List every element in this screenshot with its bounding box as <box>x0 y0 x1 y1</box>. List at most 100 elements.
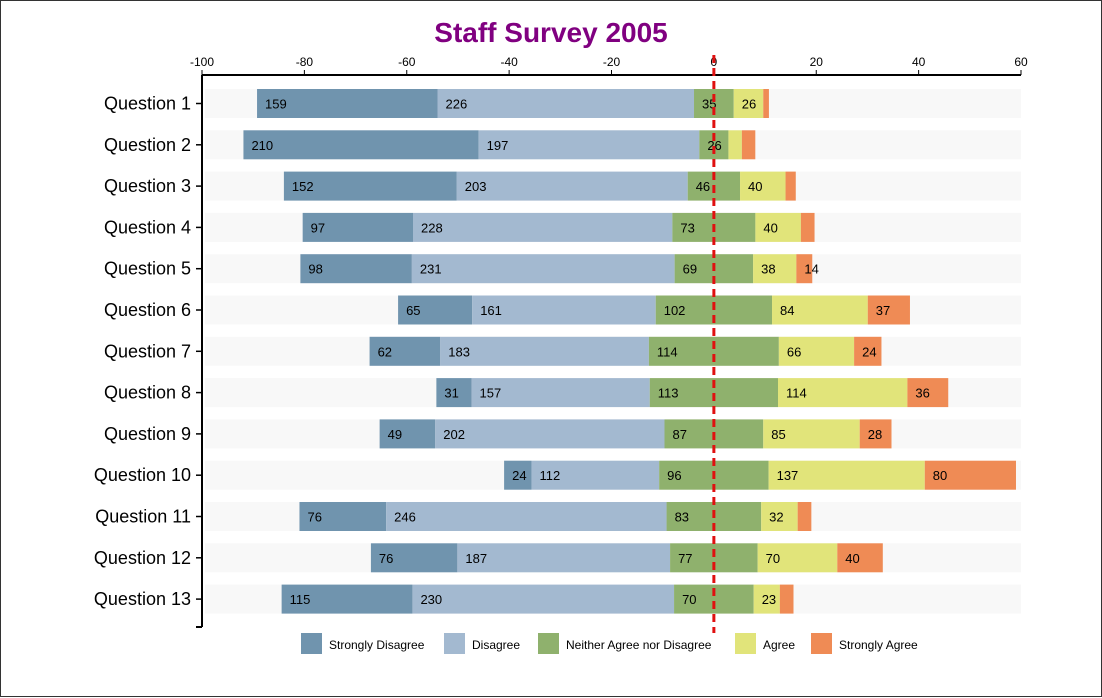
bar-value-label: 65 <box>406 303 420 318</box>
bar-segment <box>257 89 438 118</box>
bar-segment <box>281 584 413 614</box>
bar-segment <box>778 378 908 408</box>
category-label: Question 12 <box>94 548 191 568</box>
bar-value-label: 31 <box>444 386 458 401</box>
legend-swatch <box>811 633 832 654</box>
bar-value-label: 203 <box>465 179 487 194</box>
bar-segment <box>370 543 458 573</box>
bar-segment <box>471 378 650 408</box>
bar-value-label: 40 <box>748 179 762 194</box>
category-label: Question 10 <box>94 465 191 485</box>
bar-segment <box>457 543 671 573</box>
bar-value-label: 40 <box>845 551 859 566</box>
bar-segment <box>300 254 412 284</box>
category-label: Question 11 <box>95 507 191 527</box>
bar-value-label: 70 <box>682 592 696 607</box>
category-label: Question 1 <box>104 94 191 114</box>
bar-value-label: 28 <box>868 427 882 442</box>
bar-segment <box>243 130 479 160</box>
bar-value-label: 113 <box>658 386 679 401</box>
bar-value-label: 37 <box>876 303 890 318</box>
x-tick-label: -80 <box>296 55 314 69</box>
bar-value-label: 114 <box>786 386 807 401</box>
bar-value-label: 102 <box>664 303 686 318</box>
x-tick-label: -40 <box>500 55 518 69</box>
bar-segment <box>763 89 769 118</box>
bar-segment <box>753 254 797 284</box>
bar-value-label: 69 <box>683 262 697 277</box>
bar-value-label: 84 <box>780 303 794 318</box>
y-axis: Question 1 Question 2 Question 3 Question 4… <box>94 75 203 628</box>
bar-value-label: 26 <box>707 138 721 153</box>
bar-value-label: 87 <box>673 427 687 442</box>
bar-value-label: 98 <box>308 262 322 277</box>
bar-value-label: 202 <box>443 427 465 442</box>
x-tick-label: 20 <box>810 55 824 69</box>
legend-label: Strongly Disagree <box>329 638 425 652</box>
bar-segment <box>504 460 532 490</box>
legend-label: Neither Agree nor Disagree <box>566 638 712 652</box>
bar-value-label: 230 <box>420 592 442 607</box>
x-tick-label: 60 <box>1014 55 1028 69</box>
legend-swatch <box>735 633 756 654</box>
bar-value-label: 24 <box>512 468 526 483</box>
bar-segment <box>299 502 387 531</box>
bar-value-label: 36 <box>915 386 929 401</box>
bar-value-label: 62 <box>378 344 392 359</box>
bar-segment <box>436 378 472 408</box>
bar-segment <box>302 212 414 242</box>
bar-value-label: 231 <box>420 262 442 277</box>
category-label: Question 9 <box>104 424 191 444</box>
bar-value-label: 210 <box>251 138 273 153</box>
x-tick-label: -100 <box>190 55 214 69</box>
bar-value-label: 161 <box>480 303 502 318</box>
category-label: Question 7 <box>104 341 191 361</box>
bar-segment <box>740 171 786 201</box>
bar-value-label: 114 <box>657 344 678 359</box>
bar-segment <box>867 295 910 325</box>
bar-segment <box>437 89 695 118</box>
bars <box>243 89 1016 614</box>
bar-value-label: 187 <box>465 551 487 566</box>
legend-swatch <box>538 633 559 654</box>
legend-swatch <box>301 633 322 654</box>
bar-value-label: 85 <box>771 427 785 442</box>
bar-value-label: 157 <box>480 386 502 401</box>
bar-segment <box>411 254 675 284</box>
bar-segment <box>785 171 796 201</box>
bar-segment <box>753 584 780 614</box>
category-label: Question 2 <box>104 135 191 155</box>
bar-segment <box>779 584 794 614</box>
category-label: Question 8 <box>104 383 191 403</box>
x-tick-label: -60 <box>398 55 416 69</box>
bar-value-label: 83 <box>675 510 689 525</box>
bar-segment <box>386 502 667 531</box>
bar-value-label: 70 <box>766 551 780 566</box>
bar-segment <box>435 419 665 449</box>
bar-segment <box>741 130 756 160</box>
bar-segment <box>763 419 860 449</box>
bar-segment <box>907 378 949 408</box>
bar-segment <box>472 295 656 325</box>
bar-value-label: 197 <box>487 138 509 153</box>
bar-value-label: 38 <box>761 262 775 277</box>
bar-value-label: 26 <box>742 97 756 112</box>
bar-value-label: 32 <box>769 510 783 525</box>
legend-label: Disagree <box>472 638 520 652</box>
bar-segment <box>369 336 441 366</box>
bar-segment <box>924 460 1016 490</box>
bar-value-label: 115 <box>290 592 311 607</box>
bar-value-label: 66 <box>787 344 801 359</box>
bar-segment <box>379 419 436 449</box>
bar-segment <box>456 171 688 201</box>
bar-value-label: 159 <box>265 97 287 112</box>
bar-segment <box>768 460 925 490</box>
bar-value-label: 49 <box>388 427 402 442</box>
bar-segment <box>837 543 883 573</box>
bar-value-label: 76 <box>307 510 321 525</box>
bar-segment <box>757 543 838 573</box>
legend-label: Strongly Agree <box>839 638 918 652</box>
